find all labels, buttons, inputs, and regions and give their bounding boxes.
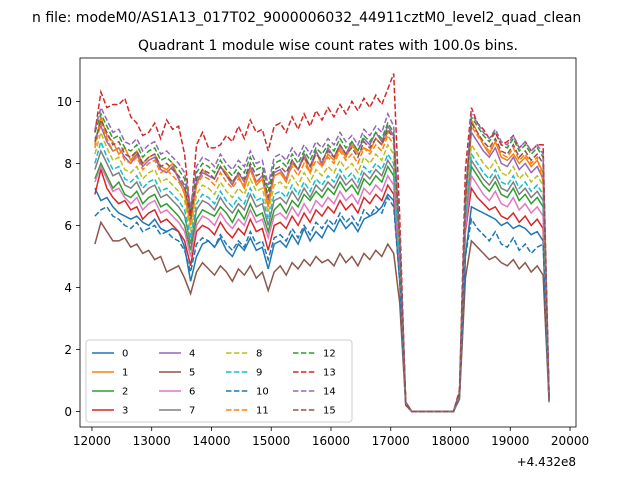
legend-label-1: 1 xyxy=(122,368,128,379)
x-tick-label: 17000 xyxy=(372,434,410,448)
x-offset-label: +4.432e8 xyxy=(517,455,576,469)
y-tick-label: 0 xyxy=(64,405,72,419)
series-line-5 xyxy=(94,220,550,413)
legend-label-15: 15 xyxy=(323,406,336,417)
legend-label-3: 3 xyxy=(122,406,128,417)
y-tick-label: 10 xyxy=(57,95,72,109)
x-tick-label: 18000 xyxy=(431,434,469,448)
x-tick-label: 13000 xyxy=(133,434,171,448)
figure-suptitle: n file: modeM0/AS1A13_017T02_9000006032_… xyxy=(32,10,581,26)
legend-label-2: 2 xyxy=(122,387,128,398)
legend-label-10: 10 xyxy=(256,387,269,398)
series-line-2 xyxy=(94,161,550,413)
legend-label-0: 0 xyxy=(122,349,128,360)
series-line-13 xyxy=(94,73,550,413)
legend-label-14: 14 xyxy=(323,387,336,398)
legend-label-9: 9 xyxy=(256,368,262,379)
series-line-0 xyxy=(94,187,550,413)
series-line-7 xyxy=(94,148,550,413)
legend-label-13: 13 xyxy=(323,368,336,379)
series-line-15 xyxy=(94,117,550,413)
x-tick-label: 12000 xyxy=(73,434,111,448)
series-line-4 xyxy=(94,124,550,413)
y-tick-label: 2 xyxy=(64,343,72,357)
series-line-9 xyxy=(94,139,550,413)
x-tick-label: 20000 xyxy=(551,434,589,448)
legend-label-4: 4 xyxy=(189,349,195,360)
series-line-8 xyxy=(94,130,550,413)
axes-layer: 12000 13000 14000 15000 16000 17000 18000 19000… xyxy=(57,57,589,469)
legend-label-7: 7 xyxy=(189,406,195,417)
legend-label-12: 12 xyxy=(323,349,336,360)
series-line-12 xyxy=(94,111,550,413)
legend-label-8: 8 xyxy=(256,349,262,360)
chart-title: Quadrant 1 module wise count rates with … xyxy=(138,38,518,54)
series-line-1 xyxy=(94,114,550,413)
series-line-10 xyxy=(94,195,550,413)
plot-frame xyxy=(79,57,577,428)
x-tick-label: 14000 xyxy=(192,434,230,448)
y-tick-label: 4 xyxy=(64,281,72,295)
x-tick-label: 16000 xyxy=(312,434,350,448)
legend-label-6: 6 xyxy=(189,387,195,398)
legend-label-5: 5 xyxy=(189,368,195,379)
x-tick-label: 19000 xyxy=(491,434,529,448)
y-tick-label: 6 xyxy=(64,219,72,233)
y-tick-label: 8 xyxy=(64,157,72,171)
series-line-6 xyxy=(94,164,550,413)
series-line-3 xyxy=(94,166,550,413)
series-line-11 xyxy=(94,120,550,413)
legend-label-11: 11 xyxy=(256,406,269,417)
legend-box xyxy=(85,339,353,423)
series-layer xyxy=(94,73,550,413)
x-tick-label: 15000 xyxy=(252,434,290,448)
